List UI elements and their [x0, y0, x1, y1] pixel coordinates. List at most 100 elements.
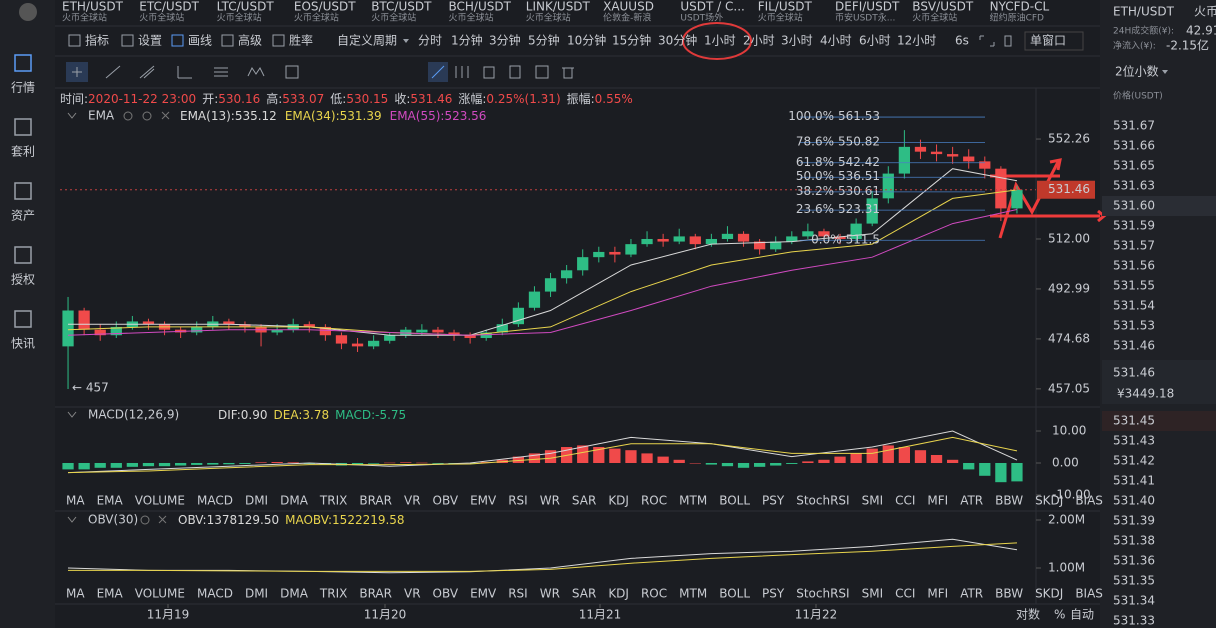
indicator-button[interactable]: ATR: [960, 494, 983, 508]
tool[interactable]: [483, 66, 495, 79]
indicator-button[interactable]: SKDJ: [1035, 587, 1063, 601]
tool[interactable]: [455, 66, 469, 78]
indicator-button[interactable]: DMI: [245, 494, 268, 508]
sidebar-label[interactable]: 行情: [11, 81, 35, 95]
indicator-button[interactable]: DMA: [280, 587, 309, 601]
indicator-button[interactable]: EMA: [97, 587, 124, 601]
indicator-button[interactable]: SMI: [862, 494, 884, 508]
decimals[interactable]: 2位小数: [1115, 64, 1159, 79]
indicator-button[interactable]: MFI: [927, 494, 948, 508]
tool[interactable]: [72, 67, 82, 77]
tab-name[interactable]: DEFI/USDT: [835, 0, 900, 14]
tab-name[interactable]: BSV/USDT: [912, 0, 974, 14]
indicator-button[interactable]: VR: [404, 587, 421, 601]
indicator-button[interactable]: SAR: [572, 494, 596, 508]
period[interactable]: 2小时: [743, 34, 775, 48]
toolbar-item[interactable]: 高级: [238, 33, 262, 48]
tool[interactable]: [535, 65, 549, 79]
indicator-button[interactable]: VOLUME: [135, 587, 185, 601]
tab-name[interactable]: LINK/USDT: [526, 0, 591, 14]
indicator-button[interactable]: WR: [540, 587, 560, 601]
toolbar-item[interactable]: 画线: [188, 34, 212, 48]
gear-icon[interactable]: [140, 515, 150, 525]
indicator-button[interactable]: MACD: [197, 587, 233, 601]
indicator-button[interactable]: MA: [66, 494, 85, 508]
indicator-button[interactable]: MACD: [197, 494, 233, 508]
tab-name[interactable]: LTC/USDT: [217, 0, 275, 14]
close-icon[interactable]: [161, 111, 170, 120]
indicator-button[interactable]: VR: [404, 494, 421, 508]
sidebar-label[interactable]: 快讯: [11, 337, 35, 351]
custom-period[interactable]: 自定义周期: [337, 33, 397, 48]
indicator-button[interactable]: ROC: [641, 587, 667, 601]
indicator-button[interactable]: BIAS: [1075, 494, 1103, 508]
period[interactable]: 15分钟: [612, 33, 651, 48]
indicator-button[interactable]: KDJ: [608, 587, 629, 601]
indicator-button[interactable]: SAR: [572, 587, 596, 601]
period[interactable]: 分时: [418, 34, 442, 48]
toolbar-item[interactable]: 设置: [138, 34, 162, 48]
indicator-button[interactable]: SMI: [862, 587, 884, 601]
window-box[interactable]: [1024, 31, 1084, 51]
indicator-button[interactable]: BBW: [995, 494, 1023, 508]
period[interactable]: 5分钟: [528, 33, 560, 48]
indicator-button[interactable]: EMV: [470, 587, 497, 601]
tab-name[interactable]: NYCFD-CL: [990, 0, 1050, 14]
indicator-button[interactable]: PSY: [762, 494, 785, 508]
tool[interactable]: [247, 67, 265, 77]
axis-option[interactable]: 自动: [1070, 608, 1094, 622]
tab-name[interactable]: FIL/USDT: [758, 0, 813, 14]
indicator-button[interactable]: OBV: [433, 587, 459, 601]
period[interactable]: 1分钟: [451, 33, 483, 48]
indicator-button[interactable]: CCI: [895, 587, 915, 601]
tab-name[interactable]: ETC/USDT: [139, 0, 199, 14]
indicator-button[interactable]: StochRSI: [796, 587, 849, 601]
period[interactable]: 30分钟: [658, 33, 697, 48]
tool[interactable]: [139, 65, 155, 79]
indicator-button[interactable]: ATR: [960, 587, 983, 601]
indicator-button[interactable]: BOLL: [719, 587, 750, 601]
indicator-button[interactable]: MTM: [679, 494, 707, 508]
refresh[interactable]: 6s: [955, 34, 969, 48]
indicator-button[interactable]: TRIX: [319, 587, 347, 601]
tab-name[interactable]: EOS/USDT: [294, 0, 356, 14]
tab-name[interactable]: BTC/USDT: [371, 0, 432, 14]
period[interactable]: 4小时: [820, 34, 852, 48]
tab-name[interactable]: XAUUSD: [603, 0, 654, 14]
period[interactable]: 10分钟: [567, 33, 606, 48]
toolbar-item[interactable]: 指标: [85, 33, 109, 48]
sidebar-label[interactable]: 套利: [11, 145, 35, 159]
indicator-button[interactable]: BBW: [995, 587, 1023, 601]
eye-icon[interactable]: [123, 111, 133, 121]
indicator-button[interactable]: PSY: [762, 587, 785, 601]
indicator-button[interactable]: ROC: [641, 494, 667, 508]
indicator-button[interactable]: CCI: [895, 494, 915, 508]
tool[interactable]: [562, 67, 574, 79]
indicator-button[interactable]: RSI: [508, 494, 528, 508]
period[interactable]: 3小时: [781, 34, 813, 48]
tool[interactable]: [177, 66, 192, 79]
indicator-button[interactable]: RSI: [508, 587, 528, 601]
period[interactable]: 6小时: [859, 34, 891, 48]
indicator-button[interactable]: BOLL: [719, 494, 750, 508]
indicator-button[interactable]: BIAS: [1075, 587, 1103, 601]
tab-name[interactable]: ETH/USDT: [62, 0, 124, 14]
indicator-button[interactable]: MA: [66, 587, 85, 601]
tool[interactable]: [214, 67, 228, 77]
indicator-button[interactable]: OBV: [433, 494, 459, 508]
axis-option[interactable]: %: [1054, 608, 1065, 622]
window-select[interactable]: 单窗口: [1030, 34, 1066, 48]
sidebar-label[interactable]: 授权: [11, 272, 35, 287]
indicator-button[interactable]: KDJ: [608, 494, 629, 508]
axis-option[interactable]: 对数: [1016, 607, 1040, 622]
tab-name[interactable]: BCH/USDT: [449, 0, 512, 14]
close-icon[interactable]: [158, 515, 167, 524]
toolbar-item[interactable]: 胜率: [289, 33, 313, 48]
indicator-button[interactable]: SKDJ: [1035, 494, 1063, 508]
indicator-button[interactable]: BRAR: [359, 587, 392, 601]
indicator-button[interactable]: MTM: [679, 587, 707, 601]
tool[interactable]: [105, 65, 121, 79]
period[interactable]: 12小时: [897, 34, 936, 48]
period[interactable]: 3分钟: [489, 33, 521, 48]
period[interactable]: 1小时: [704, 34, 736, 48]
